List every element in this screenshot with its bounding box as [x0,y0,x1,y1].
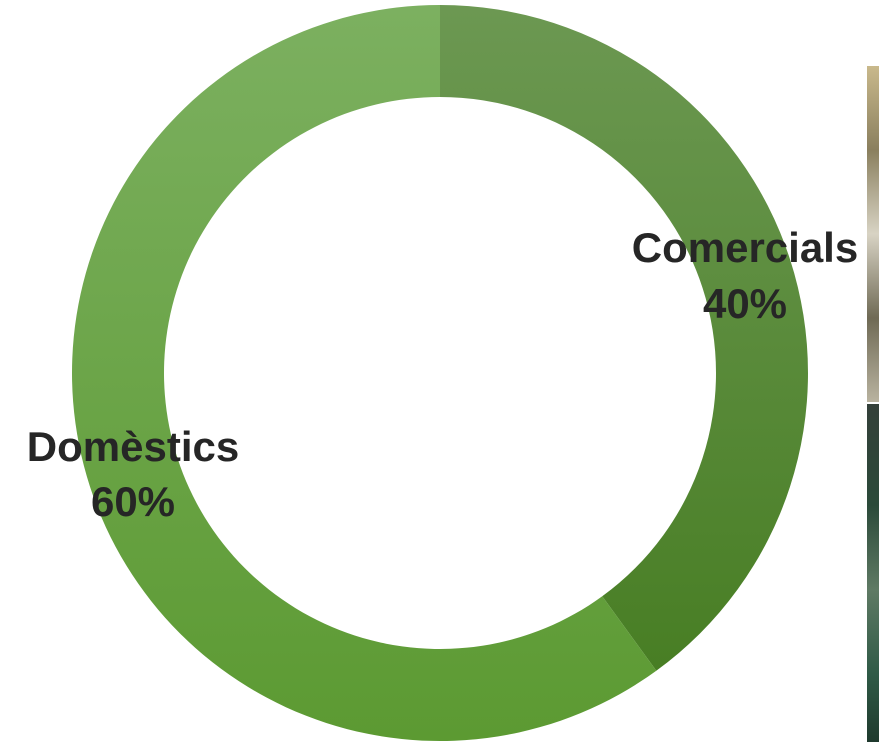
slice-label-comercials-name: Comercials [632,224,858,271]
cropped-photo-top [867,66,879,402]
slice-label-domestics-percent: 60% [91,478,175,525]
slice-label-domestics-name: Domèstics [27,423,239,470]
donut-slice-comercials [440,5,809,671]
donut-slices [71,5,809,741]
donut-slice-domestics [71,5,657,741]
cropped-photo-bottom [867,404,879,742]
slice-label-comercials-percent: 40% [703,280,787,327]
